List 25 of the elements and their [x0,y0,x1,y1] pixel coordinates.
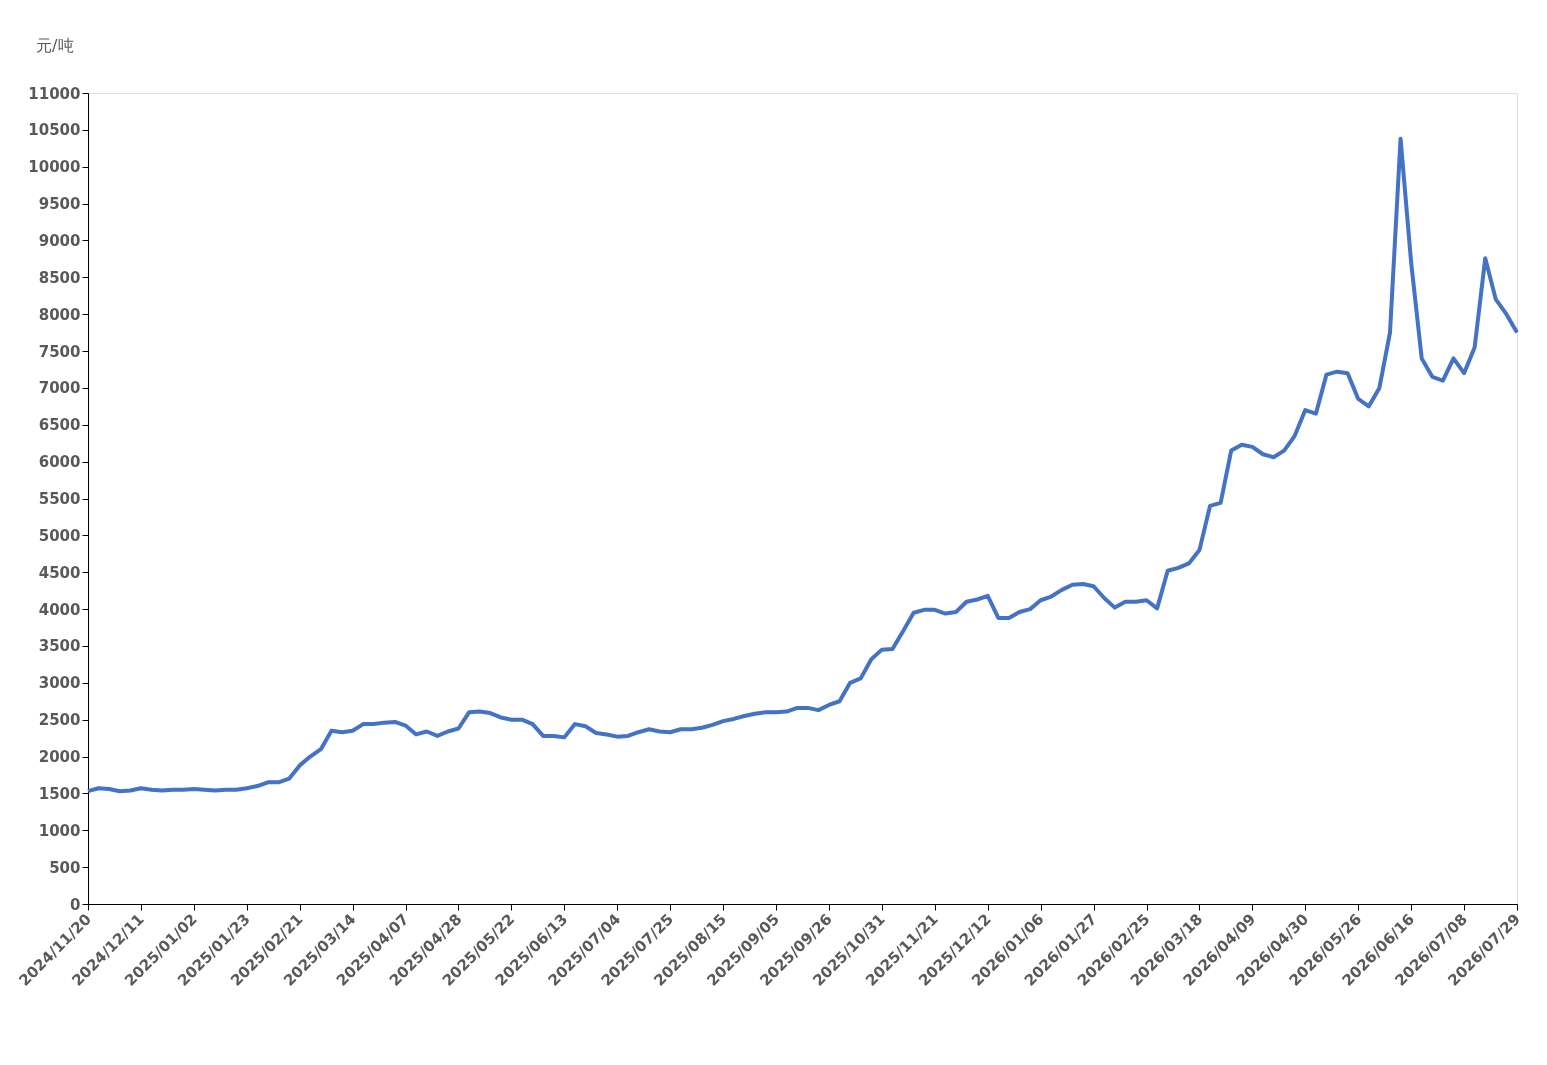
y-tick-label: 5500 [38,490,81,508]
y-tick-label: 9000 [38,231,81,250]
y-tick-label: 9500 [38,195,81,214]
y-tick-label: 1000 [38,821,81,840]
y-tick-label: 6500 [38,416,81,435]
y-tick-label: 2500 [38,711,81,730]
y-tick-label: 500 [49,858,81,877]
y-tick-label: 4000 [38,600,81,619]
y-tick-label: 11000 [28,84,81,103]
y-tick-label: 5000 [38,526,81,545]
y-tick-label: 3000 [38,674,81,693]
y-tick-label: 4500 [38,563,81,582]
y-axis-title: 元/吨 [36,35,74,55]
y-tick-label: 3500 [38,637,81,656]
y-tick-label: 6000 [38,453,81,472]
y-tick-label: 2000 [38,748,81,767]
y-tick-label: 0 [70,895,81,914]
y-tick-label: 8500 [38,268,81,287]
y-tick-label: 10500 [28,121,81,140]
y-tick-label: 10000 [28,158,81,177]
y-tick-label: 7000 [38,379,81,398]
line-series [86,136,1519,794]
y-tick-label: 1500 [38,784,81,803]
y-tick-label: 8000 [38,305,81,324]
y-tick-label: 7500 [38,342,81,361]
